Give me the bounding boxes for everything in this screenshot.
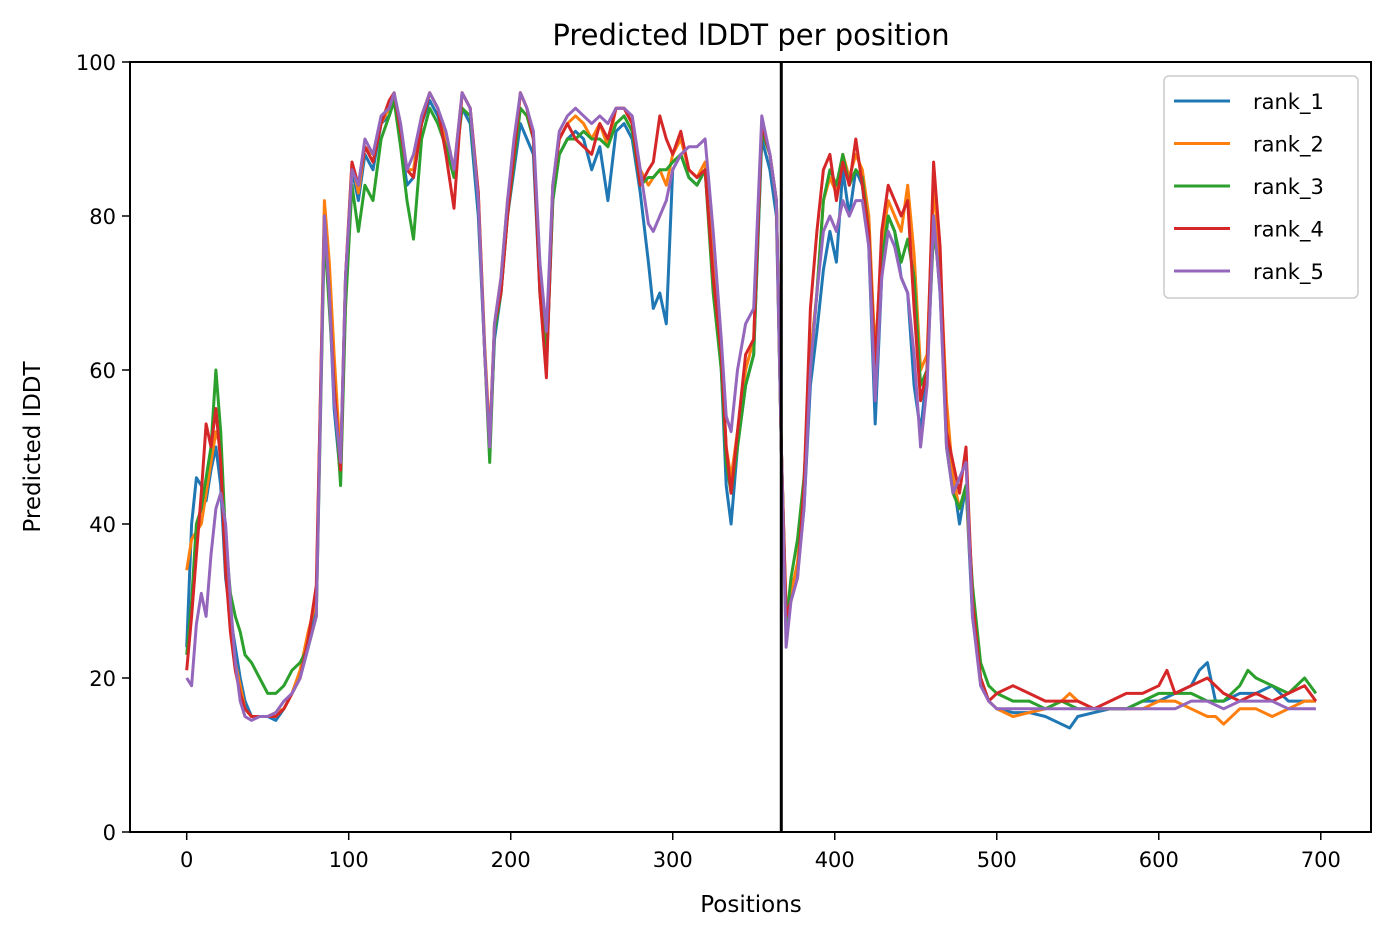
legend-label-rank_5: rank_5 [1253, 260, 1324, 285]
plot-frame [129, 61, 1372, 833]
x-tick-label: 400 [815, 848, 855, 872]
x-tick-label: 600 [1139, 848, 1179, 872]
x-axis-ticks: 0 100 200 300 400 500 600 700 [180, 832, 1341, 872]
y-tick-label: 80 [89, 205, 116, 229]
y-tick-label: 40 [89, 513, 116, 537]
series-lines [185, 62, 1318, 832]
y-tick-label: 20 [89, 667, 116, 691]
legend-label-rank_1: rank_1 [1253, 90, 1324, 115]
x-tick-label: 700 [1301, 848, 1341, 872]
x-tick-label: 0 [180, 848, 193, 872]
legend: rank_1 rank_2 rank_3 rank_4 rank_5 [1163, 75, 1359, 299]
x-tick-label: 500 [977, 848, 1017, 872]
y-axis-label: Predicted lDDT [20, 360, 46, 532]
legend-label-rank_4: rank_4 [1253, 218, 1324, 243]
y-tick-label: 60 [89, 359, 116, 383]
series-line-rank_5 [185, 91, 1316, 722]
legend-box [1163, 75, 1359, 299]
series-line-rank_2 [185, 91, 1316, 726]
y-tick-label: 100 [76, 51, 116, 75]
y-tick-label: 0 [103, 821, 116, 845]
x-axis-label: Positions [700, 892, 802, 918]
chart-title: Predicted lDDT per position [552, 18, 949, 52]
legend-label-rank_2: rank_2 [1253, 133, 1324, 158]
y-axis-ticks: 0 20 40 60 80 100 [76, 51, 130, 845]
series-line-rank_1 [185, 99, 1316, 730]
x-tick-label: 200 [491, 848, 531, 872]
x-tick-label: 300 [653, 848, 693, 872]
legend-label-rank_3: rank_3 [1253, 175, 1324, 200]
x-tick-label: 100 [329, 848, 369, 872]
